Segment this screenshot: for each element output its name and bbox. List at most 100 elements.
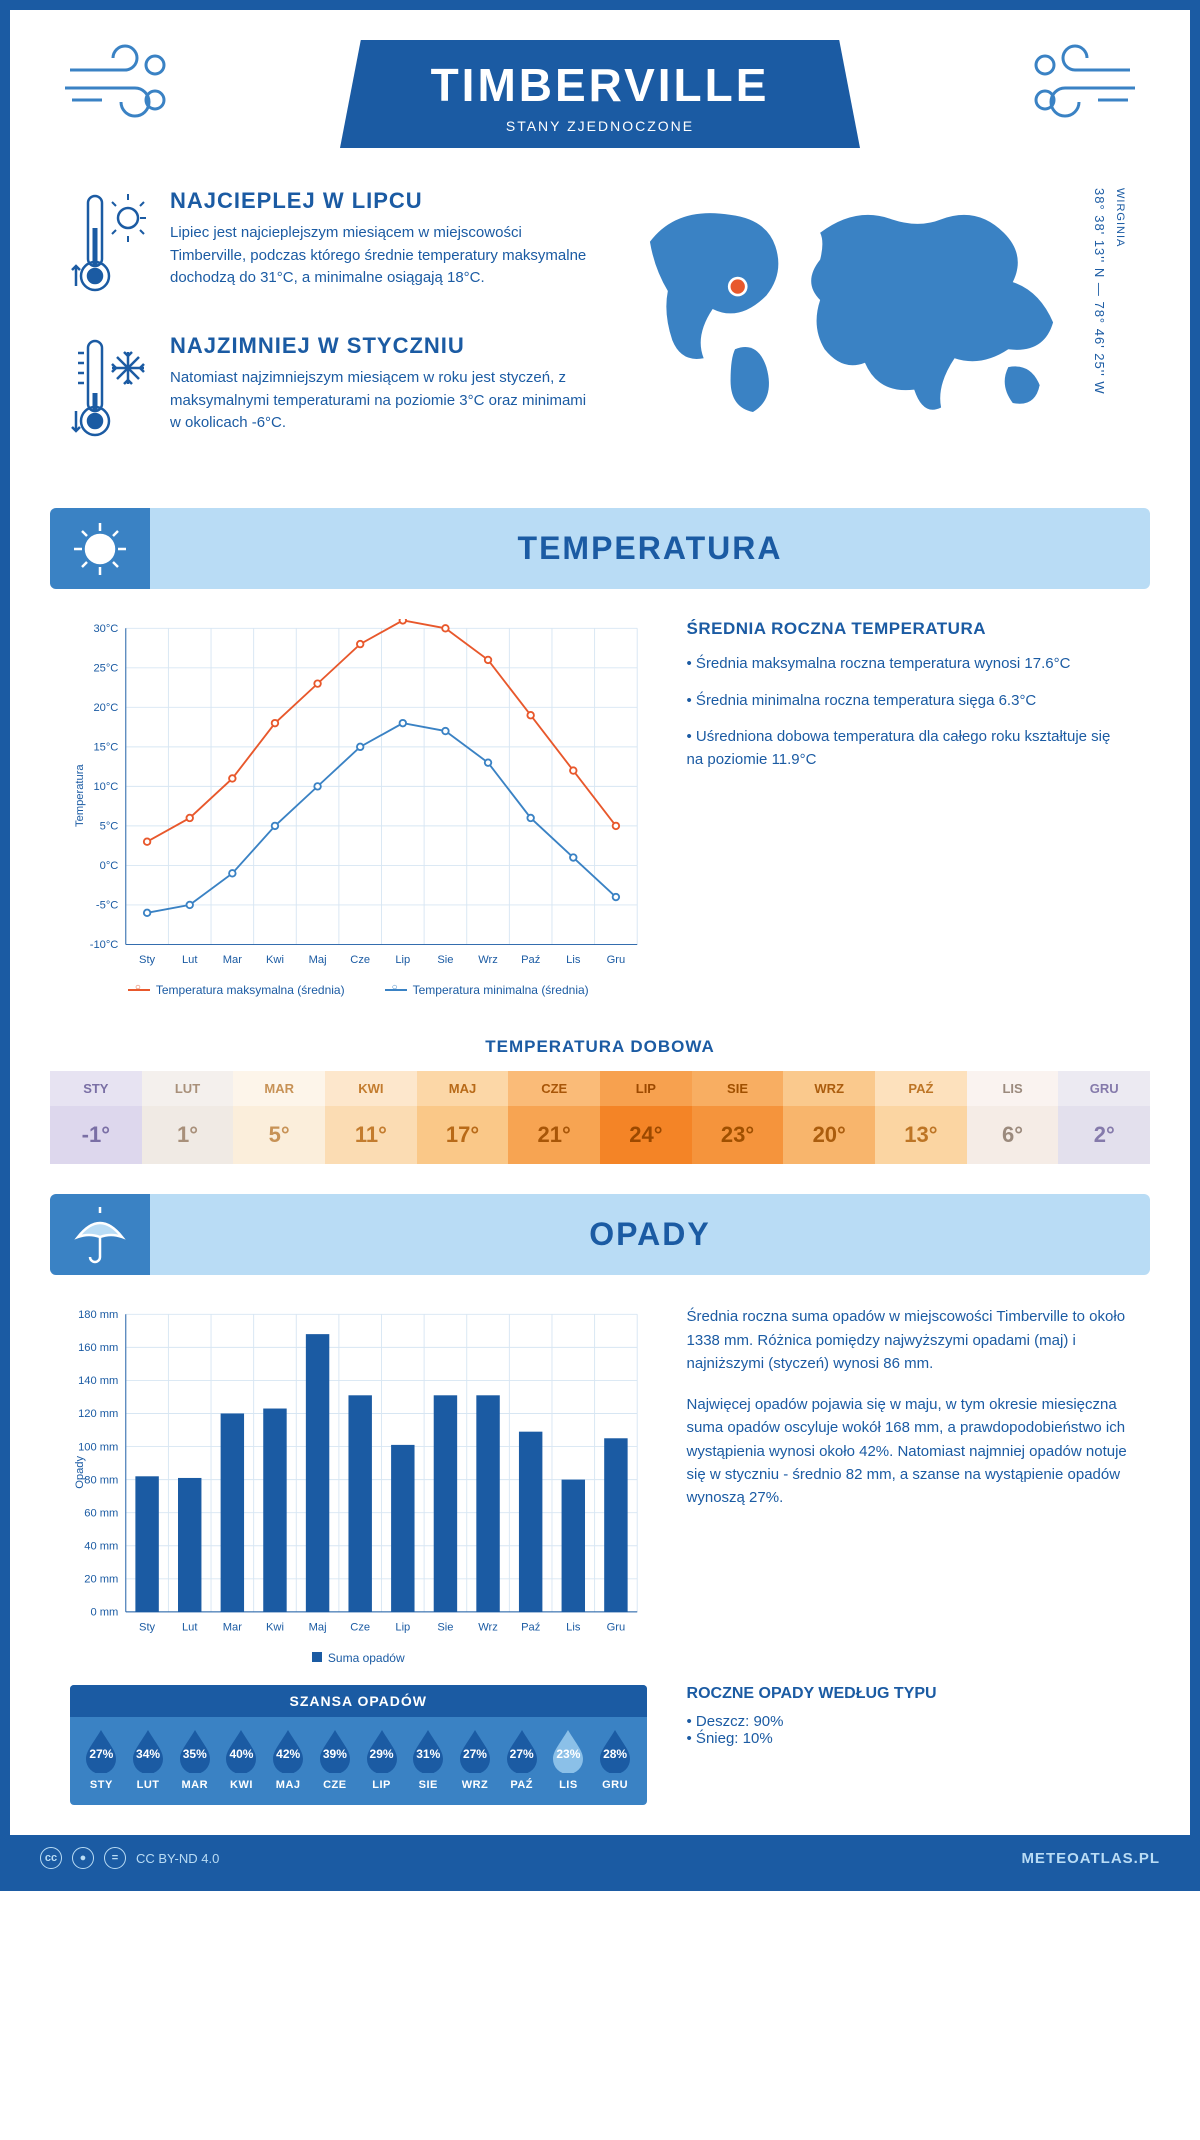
temperature-info: ŚREDNIA ROCZNA TEMPERATURA • Średnia mak… <box>687 619 1130 997</box>
svg-text:Sty: Sty <box>139 1622 156 1634</box>
chance-cell: 40%KWI <box>218 1727 265 1791</box>
page-subtitle: STANY ZJEDNOCZONE <box>400 118 800 134</box>
temp-info-1: • Średnia maksymalna roczna temperatura … <box>687 653 1130 676</box>
svg-text:Maj: Maj <box>309 1622 327 1634</box>
svg-text:20 mm: 20 mm <box>84 1574 118 1586</box>
svg-text:Sie: Sie <box>437 954 453 966</box>
daily-temp-title: TEMPERATURA DOBOWA <box>10 1037 1190 1057</box>
nd-icon: = <box>104 1847 126 1869</box>
svg-text:Lut: Lut <box>182 954 198 966</box>
svg-text:Gru: Gru <box>607 954 626 966</box>
svg-text:Paź: Paź <box>521 1622 541 1634</box>
chart-legend: Temperatura maksymalna (średnia) Tempera… <box>70 983 647 997</box>
temperature-chart: -10°C-5°C0°C5°C10°C15°C20°C25°C30°CStyLu… <box>70 619 647 997</box>
legend-min: Temperatura minimalna (średnia) <box>413 983 589 997</box>
precip-legend: Suma opadów <box>70 1651 647 1665</box>
thermometer-sun-icon <box>70 188 150 303</box>
svg-text:120 mm: 120 mm <box>78 1409 118 1421</box>
chance-title: SZANSA OPADÓW <box>70 1685 647 1717</box>
daily-cell: LIP24° <box>600 1071 692 1164</box>
svg-text:Kwi: Kwi <box>266 1622 284 1634</box>
svg-text:40 mm: 40 mm <box>84 1541 118 1553</box>
footer-site: METEOATLAS.PL <box>1021 1850 1160 1867</box>
svg-text:Temperatura: Temperatura <box>74 764 86 827</box>
footer: cc ● = CC BY-ND 4.0 METEOATLAS.PL <box>10 1835 1190 1881</box>
precip-info-1: Średnia roczna suma opadów w miejscowośc… <box>687 1305 1130 1375</box>
coord-line: 38° 38' 13'' N — 78° 46' 25'' W <box>1092 188 1107 395</box>
daily-cell: PAŹ13° <box>875 1071 967 1164</box>
header: TIMBERVILLE STANY ZJEDNOCZONE <box>10 10 1190 158</box>
svg-text:Lis: Lis <box>566 954 581 966</box>
wind-icon <box>60 40 180 135</box>
temp-info-3: • Uśredniona dobowa temperatura dla całe… <box>687 726 1130 771</box>
daily-cell: KWI11° <box>325 1071 417 1164</box>
chance-cell: 27%WRZ <box>452 1727 499 1791</box>
chance-cell: 29%LIP <box>358 1727 405 1791</box>
chance-box: SZANSA OPADÓW 27%STY34%LUT35%MAR40%KWI42… <box>70 1685 647 1805</box>
daily-cell: CZE21° <box>508 1071 600 1164</box>
umbrella-icon <box>50 1194 150 1275</box>
chance-cell: 42%MAJ <box>265 1727 312 1791</box>
svg-text:140 mm: 140 mm <box>78 1375 118 1387</box>
svg-text:Paź: Paź <box>521 954 541 966</box>
chance-row: SZANSA OPADÓW 27%STY34%LUT35%MAR40%KWI42… <box>10 1685 1190 1835</box>
chance-cell: 39%CZE <box>312 1727 359 1791</box>
daily-cell: STY-1° <box>50 1071 142 1164</box>
fact-cold-body: Natomiast najzimniejszym miesiącem w rok… <box>170 367 592 435</box>
section-title: OPADY <box>150 1194 1150 1275</box>
footer-license: cc ● = CC BY-ND 4.0 <box>40 1847 219 1869</box>
fact-hot-body: Lipiec jest najcieplejszym miesiącem w m… <box>170 222 592 290</box>
fact-hot-title: NAJCIEPLEJ W LIPCU <box>170 188 592 214</box>
chance-cell: 34%LUT <box>125 1727 172 1791</box>
svg-text:Lip: Lip <box>395 954 410 966</box>
svg-text:Lis: Lis <box>566 1622 581 1634</box>
section-title: TEMPERATURA <box>150 508 1150 589</box>
facts-text: NAJCIEPLEJ W LIPCU Lipiec jest najcieple… <box>70 188 592 478</box>
svg-text:180 mm: 180 mm <box>78 1309 118 1321</box>
facts-row: NAJCIEPLEJ W LIPCU Lipiec jest najcieple… <box>10 158 1190 498</box>
type-rain: • Deszcz: 90% <box>687 1713 1130 1730</box>
svg-text:20°C: 20°C <box>93 702 118 714</box>
svg-text:Wrz: Wrz <box>478 954 498 966</box>
svg-text:5°C: 5°C <box>100 821 119 833</box>
svg-text:Gru: Gru <box>607 1622 626 1634</box>
daily-cell: MAJ17° <box>417 1071 509 1164</box>
svg-text:Cze: Cze <box>350 954 370 966</box>
infographic-page: TIMBERVILLE STANY ZJEDNOCZONE <box>0 0 1200 1891</box>
cc-icon: cc <box>40 1847 62 1869</box>
precip-info: Średnia roczna suma opadów w miejscowośc… <box>687 1305 1130 1665</box>
precip-chart: 0 mm20 mm40 mm60 mm80 mm100 mm120 mm140 … <box>70 1305 647 1665</box>
section-temperature-header: TEMPERATURA <box>50 508 1150 589</box>
chance-cell: 35%MAR <box>171 1727 218 1791</box>
svg-text:Maj: Maj <box>309 954 327 966</box>
section-precip-header: OPADY <box>50 1194 1150 1275</box>
daily-cell: SIE23° <box>692 1071 784 1164</box>
fact-hot: NAJCIEPLEJ W LIPCU Lipiec jest najcieple… <box>70 188 592 303</box>
svg-text:Opady: Opady <box>74 1456 86 1489</box>
map-box: WIRGINIA 38° 38' 13'' N — 78° 46' 25'' W <box>632 188 1130 478</box>
coords: WIRGINIA 38° 38' 13'' N — 78° 46' 25'' W <box>1088 188 1130 395</box>
world-map-icon <box>632 188 1080 421</box>
chance-cell: 28%GRU <box>592 1727 639 1791</box>
chance-cell: 27%STY <box>78 1727 125 1791</box>
legend-max: Temperatura maksymalna (średnia) <box>156 983 345 997</box>
svg-text:Lip: Lip <box>395 1622 410 1634</box>
chance-cell: 23%LIS <box>545 1727 592 1791</box>
svg-text:10°C: 10°C <box>93 781 118 793</box>
svg-text:25°C: 25°C <box>93 663 118 675</box>
svg-text:0°C: 0°C <box>100 860 119 872</box>
svg-text:Sie: Sie <box>437 1622 453 1634</box>
svg-text:15°C: 15°C <box>93 742 118 754</box>
chance-cell: 27%PAŹ <box>498 1727 545 1791</box>
temp-info-2: • Średnia minimalna roczna temperatura s… <box>687 690 1130 713</box>
precip-type-info: ROCZNE OPADY WEDŁUG TYPU • Deszcz: 90% •… <box>687 1685 1130 1805</box>
svg-text:Kwi: Kwi <box>266 954 284 966</box>
precip-info-2: Najwięcej opadów pojawia się w maju, w t… <box>687 1393 1130 1509</box>
chance-cell: 31%SIE <box>405 1727 452 1791</box>
by-icon: ● <box>72 1847 94 1869</box>
type-snow: • Śnieg: 10% <box>687 1730 1130 1747</box>
thermometer-snow-icon <box>70 333 150 448</box>
svg-text:60 mm: 60 mm <box>84 1508 118 1520</box>
daily-cell: MAR5° <box>233 1071 325 1164</box>
coord-region: WIRGINIA <box>1114 188 1126 247</box>
